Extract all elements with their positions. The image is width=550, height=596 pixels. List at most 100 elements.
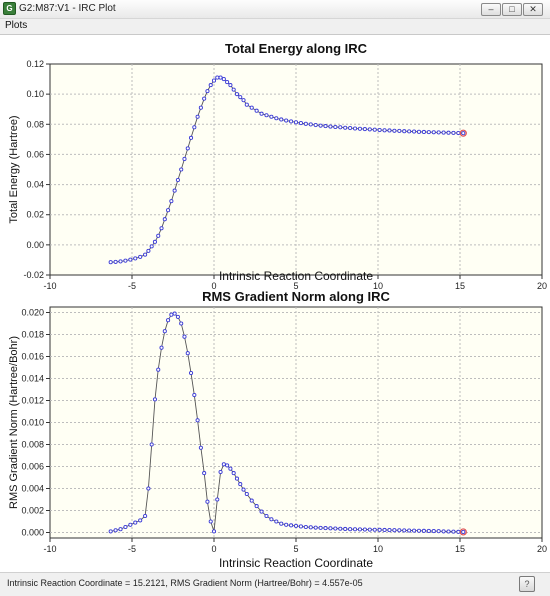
gradient-data-point — [323, 526, 328, 531]
energy-data-point — [179, 167, 184, 172]
gradient-x-tick-label: 10 — [373, 544, 383, 554]
gradient-y-tick-label: 0.002 — [21, 506, 44, 516]
gradient-data-point — [215, 497, 220, 502]
gradient-data-point — [338, 526, 343, 531]
gradient-y-tick-label: 0.010 — [21, 418, 44, 428]
energy-data-point — [421, 129, 426, 135]
gradient-data-point — [169, 312, 174, 317]
maximize-button[interactable]: □ — [502, 3, 522, 16]
energy-data-point — [249, 105, 254, 110]
energy-chart-title: Total Energy along IRC — [225, 41, 368, 56]
energy-data-point — [412, 129, 417, 134]
gradient-data-point — [221, 462, 226, 467]
energy-data-point — [113, 259, 118, 264]
energy-data-point — [382, 128, 387, 133]
energy-data-point — [118, 259, 123, 264]
gradient-data-point — [113, 528, 118, 533]
energy-data-point — [234, 92, 240, 97]
gradient-y-tick-label: 0.000 — [21, 528, 44, 538]
gradient-data-point — [179, 321, 184, 326]
energy-data-point — [279, 117, 284, 122]
gradient-data-point — [159, 345, 164, 350]
energy-data-point — [175, 177, 180, 183]
energy-data-point — [274, 116, 279, 121]
help-icon[interactable]: ? — [519, 576, 535, 592]
gradient-data-point — [123, 524, 128, 530]
gradient-data-point — [387, 528, 392, 533]
gradient-data-point — [192, 392, 197, 398]
gradient-data-point — [372, 527, 377, 532]
energy-data-point — [231, 87, 236, 92]
gradient-data-point — [421, 528, 426, 533]
gradient-data-point — [431, 529, 436, 534]
gradient-selected-point-marker — [459, 528, 467, 536]
energy-data-point — [313, 122, 318, 128]
gradient-data-point — [198, 445, 203, 450]
irc-charts: -10 -5 0 5 10 15 20 -0.02 0.00 0.02 0.04 0.06 0.08 0.… — [8, 41, 547, 570]
energy-data-point — [328, 124, 333, 129]
gradient-y-axis-label: RMS Gradient Norm (Hartree/Bohr) — [8, 336, 20, 509]
gradient-y-tick-label: 0.020 — [21, 308, 44, 318]
gradient-data-point — [289, 523, 294, 528]
gradient-data-point — [218, 469, 223, 475]
energy-data-point — [446, 130, 451, 135]
gradient-data-point — [362, 527, 367, 532]
energy-data-point — [198, 105, 203, 110]
energy-y-tick-label: 0.08 — [26, 119, 44, 129]
energy-data-point — [218, 75, 223, 80]
close-button[interactable]: ✕ — [523, 3, 543, 16]
energy-data-point — [451, 130, 456, 135]
energy-data-point — [318, 123, 323, 128]
energy-selected-point-marker — [459, 129, 467, 137]
gradient-data-point — [238, 482, 243, 487]
energy-data-point — [441, 130, 446, 135]
gradient-x-tick-label: -5 — [128, 544, 136, 554]
gradient-data-point — [441, 529, 446, 534]
gradient-data-point — [382, 527, 387, 533]
title-bar: G G2:M87:V1 - IRC Plot – □ ✕ — [0, 0, 550, 19]
gradient-data-point — [156, 367, 161, 372]
minimize-button[interactable]: – — [481, 3, 501, 16]
gradient-data-point — [377, 527, 382, 532]
energy-data-point — [426, 130, 431, 135]
energy-x-tick-label: 10 — [373, 281, 383, 291]
energy-data-point — [185, 146, 190, 151]
energy-x-tick-label: 5 — [293, 281, 298, 291]
energy-x-tick-label: 20 — [537, 281, 547, 291]
energy-data-point — [166, 208, 171, 213]
gradient-data-point — [392, 528, 397, 533]
energy-data-point — [182, 156, 187, 161]
energy-data-point — [188, 135, 194, 140]
gradient-data-point — [146, 486, 151, 491]
energy-data-point — [298, 121, 303, 126]
energy-data-point — [284, 118, 289, 123]
energy-data-point — [108, 260, 113, 265]
gradient-data-point — [172, 311, 177, 316]
energy-y-tick-label: 0.04 — [26, 180, 44, 190]
energy-data-point — [377, 127, 382, 133]
energy-data-point — [303, 121, 308, 126]
energy-data-point — [159, 226, 164, 231]
energy-data-point — [123, 258, 128, 263]
energy-data-point — [333, 124, 338, 130]
gradient-y-tick-label: 0.012 — [21, 396, 44, 406]
gradient-data-point — [118, 527, 123, 532]
energy-data-point — [338, 125, 343, 130]
menu-plots[interactable]: Plots — [5, 20, 28, 31]
gaussview-app-icon[interactable]: G — [3, 2, 16, 15]
energy-data-point — [143, 252, 148, 257]
gradient-data-point — [175, 314, 180, 319]
status-bar: Intrinsic Reaction Coordinate = 15.2121,… — [0, 572, 550, 596]
energy-data-point — [357, 126, 363, 131]
energy-data-point — [352, 126, 358, 131]
energy-data-point — [215, 75, 220, 80]
gradient-chart-title: RMS Gradient Norm along IRC — [202, 289, 390, 304]
energy-data-point — [416, 129, 422, 134]
gradient-data-point — [333, 526, 338, 531]
energy-data-point — [407, 129, 412, 134]
gradient-data-point — [461, 529, 466, 535]
energy-data-point — [323, 124, 328, 129]
gradient-data-point — [343, 526, 348, 532]
gradient-y-tick-label: 0.014 — [21, 374, 44, 384]
energy-data-point — [128, 257, 133, 262]
